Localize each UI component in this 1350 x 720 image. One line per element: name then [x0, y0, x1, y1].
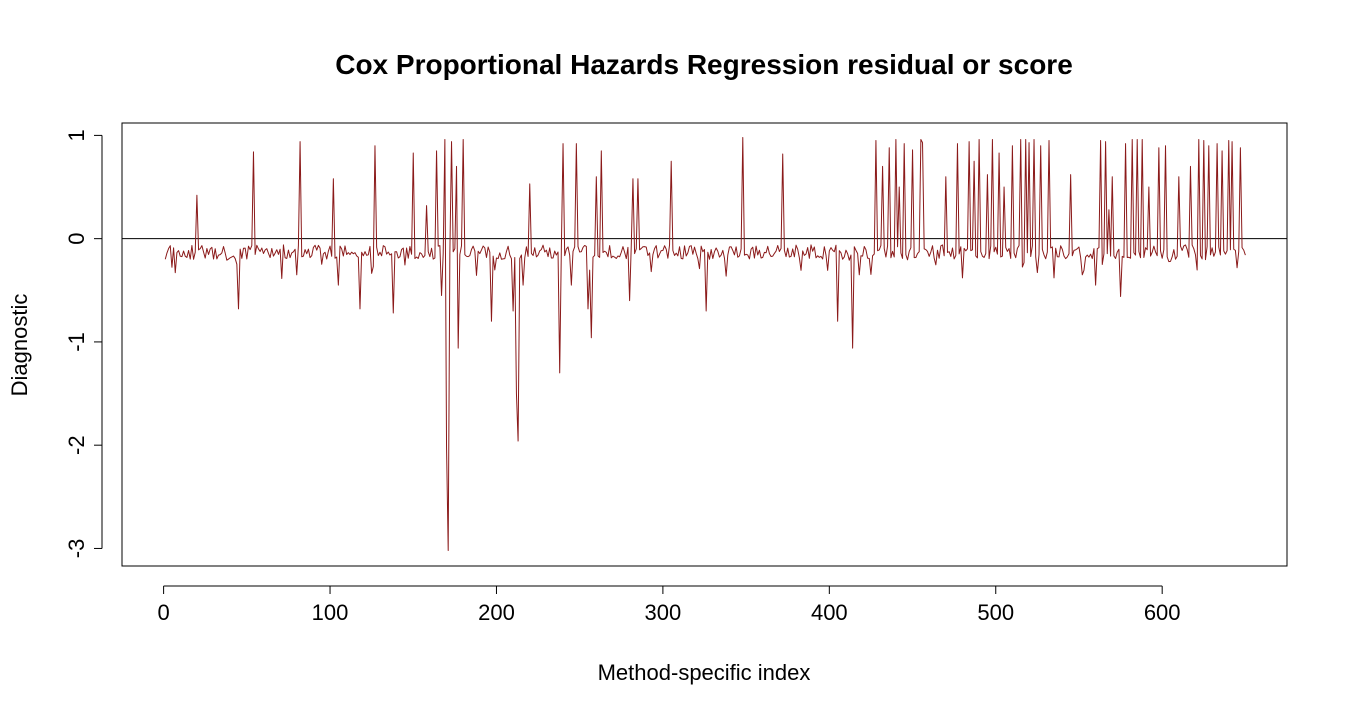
y-tick-label: 0 [64, 233, 89, 245]
y-axis: -3 -2 -1 0 1 [64, 129, 103, 559]
x-tick-label: 200 [478, 600, 515, 625]
x-axis: 0 100 200 300 400 500 600 [157, 585, 1181, 625]
chart-title: Cox Proportional Hazards Regression resi… [335, 49, 1073, 80]
y-tick-label: -2 [64, 435, 89, 455]
series-line [164, 136, 1246, 552]
plot-frame [121, 122, 1288, 567]
x-axis-label: Method-specific index [598, 660, 811, 685]
x-tick-label: 400 [811, 600, 848, 625]
y-tick-label: -3 [64, 539, 89, 559]
x-tick-label: 0 [157, 600, 169, 625]
plot-area [121, 122, 1288, 567]
y-axis-label: Diagnostic [7, 294, 32, 397]
x-tick-label: 600 [1144, 600, 1181, 625]
y-tick-label: 1 [64, 129, 89, 141]
x-tick-label: 500 [977, 600, 1014, 625]
y-tick-label: -1 [64, 332, 89, 352]
x-tick-label: 100 [312, 600, 349, 625]
x-tick-label: 300 [645, 600, 682, 625]
